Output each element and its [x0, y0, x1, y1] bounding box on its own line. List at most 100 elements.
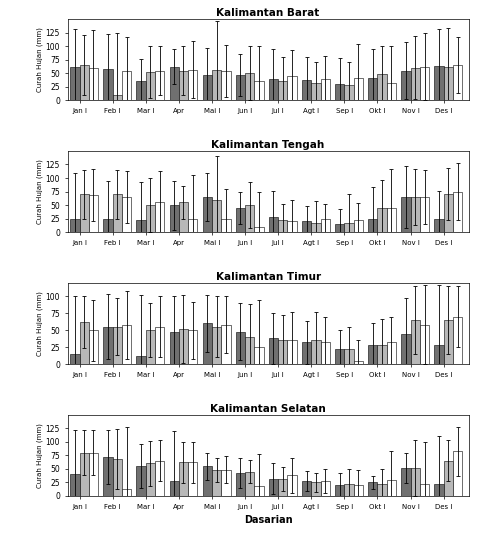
- Bar: [269, 78, 278, 100]
- Bar: [378, 208, 387, 232]
- Bar: [188, 462, 198, 496]
- Bar: [170, 205, 179, 232]
- Bar: [368, 345, 378, 364]
- Bar: [387, 208, 396, 232]
- Bar: [278, 81, 287, 100]
- Bar: [70, 67, 80, 100]
- Bar: [113, 195, 122, 232]
- Bar: [434, 66, 444, 100]
- Bar: [401, 468, 411, 496]
- Bar: [136, 81, 146, 100]
- Bar: [354, 78, 363, 100]
- Bar: [302, 80, 311, 100]
- Bar: [287, 475, 297, 496]
- Bar: [344, 349, 354, 364]
- Bar: [311, 222, 321, 232]
- Bar: [136, 356, 146, 364]
- Bar: [113, 327, 122, 364]
- Bar: [179, 462, 188, 496]
- Bar: [368, 78, 378, 100]
- Bar: [344, 85, 354, 100]
- Bar: [70, 354, 80, 364]
- Title: Kalimantan Tengah: Kalimantan Tengah: [212, 140, 325, 150]
- Bar: [89, 68, 98, 100]
- Bar: [188, 219, 198, 232]
- Bar: [89, 452, 98, 496]
- Bar: [113, 95, 122, 100]
- Bar: [245, 74, 255, 100]
- Bar: [155, 461, 164, 496]
- Bar: [80, 452, 89, 496]
- Bar: [221, 325, 230, 364]
- Bar: [122, 325, 131, 364]
- Bar: [236, 208, 245, 232]
- Bar: [335, 485, 344, 496]
- Bar: [203, 75, 212, 100]
- Bar: [401, 334, 411, 364]
- Bar: [212, 199, 221, 232]
- Bar: [236, 473, 245, 496]
- Bar: [453, 451, 462, 496]
- Bar: [387, 480, 396, 496]
- Bar: [311, 83, 321, 100]
- Bar: [80, 195, 89, 232]
- Bar: [146, 463, 155, 496]
- Bar: [411, 197, 420, 232]
- Bar: [302, 221, 311, 232]
- Bar: [278, 220, 287, 232]
- Bar: [255, 227, 264, 232]
- Bar: [354, 485, 363, 496]
- Bar: [245, 205, 255, 232]
- Bar: [70, 474, 80, 496]
- Bar: [321, 219, 330, 232]
- Bar: [278, 341, 287, 364]
- Bar: [411, 468, 420, 496]
- Bar: [368, 219, 378, 232]
- Bar: [444, 195, 453, 232]
- Bar: [122, 489, 131, 496]
- Bar: [311, 482, 321, 496]
- Y-axis label: Curah Hujan (mm): Curah Hujan (mm): [36, 27, 43, 92]
- Bar: [245, 471, 255, 496]
- Bar: [434, 345, 444, 364]
- Bar: [103, 219, 113, 232]
- Bar: [335, 349, 344, 364]
- Bar: [344, 484, 354, 496]
- Bar: [236, 75, 245, 100]
- Bar: [278, 479, 287, 496]
- Bar: [378, 484, 387, 496]
- Bar: [411, 68, 420, 100]
- Bar: [255, 347, 264, 364]
- Bar: [122, 71, 131, 100]
- Bar: [311, 341, 321, 364]
- Bar: [179, 202, 188, 232]
- Bar: [155, 202, 164, 232]
- Bar: [103, 327, 113, 364]
- Bar: [236, 331, 245, 364]
- Bar: [335, 84, 344, 100]
- Bar: [354, 361, 363, 364]
- Title: Kalimantan Barat: Kalimantan Barat: [216, 8, 320, 19]
- Bar: [411, 320, 420, 364]
- Bar: [269, 217, 278, 232]
- Bar: [155, 327, 164, 364]
- Bar: [221, 219, 230, 232]
- Bar: [136, 220, 146, 232]
- Bar: [444, 67, 453, 100]
- Bar: [401, 71, 411, 100]
- Bar: [188, 330, 198, 364]
- Bar: [255, 81, 264, 100]
- Bar: [335, 224, 344, 232]
- Bar: [170, 67, 179, 100]
- Bar: [221, 71, 230, 100]
- Bar: [255, 486, 264, 496]
- Y-axis label: Curah Hujan (mm): Curah Hujan (mm): [36, 423, 43, 488]
- Bar: [203, 323, 212, 364]
- Bar: [378, 75, 387, 100]
- Bar: [420, 325, 429, 364]
- Bar: [453, 65, 462, 100]
- Bar: [245, 337, 255, 364]
- Bar: [453, 192, 462, 232]
- Bar: [387, 342, 396, 364]
- Bar: [203, 466, 212, 496]
